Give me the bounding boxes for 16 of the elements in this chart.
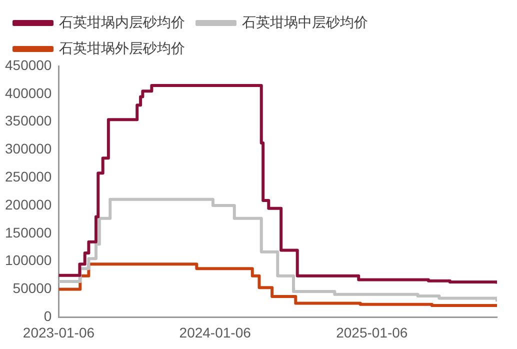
y-tick-label: 150000: [5, 224, 52, 240]
legend-label: 石英坩埚外层砂均价: [59, 40, 185, 56]
legend-label: 石英坩埚内层砂均价: [59, 14, 185, 30]
y-tick-label: 100000: [5, 252, 52, 268]
y-tick-label: 0: [44, 308, 52, 324]
x-tick-label: 2023-01-06: [22, 324, 95, 340]
y-tick-label: 250000: [5, 168, 52, 185]
x-tick-label: 2025-01-06: [336, 324, 408, 340]
y-tick-label: 200000: [5, 196, 52, 212]
y-tick-label: 50000: [12, 280, 52, 296]
y-tick-label: 350000: [5, 112, 52, 129]
y-tick-label: 450000: [5, 56, 52, 73]
y-tick-label: 400000: [5, 84, 52, 101]
legend-label: 石英坩埚中层砂均价: [242, 14, 368, 30]
y-tick-label: 300000: [5, 140, 52, 157]
x-tick-label: 2024-01-06: [179, 324, 252, 340]
